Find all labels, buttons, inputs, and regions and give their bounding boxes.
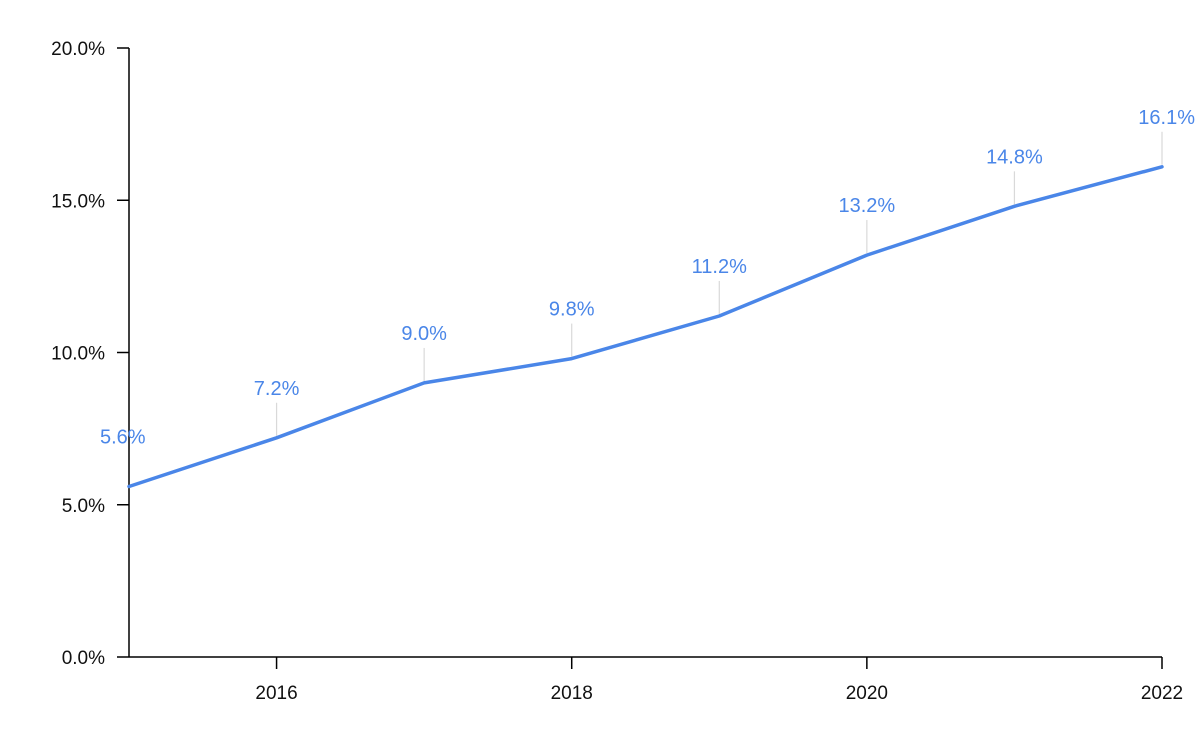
series-group	[127, 165, 1164, 489]
x-tick-label: 2020	[846, 683, 888, 704]
data-labels: 5.6% 7.2% 9.0% 9.8% 11.2% 13.2% 14.8% 16.1%	[100, 107, 1195, 449]
y-tick-label: 5.0%	[62, 496, 105, 517]
data-label-leaders	[275, 131, 1163, 436]
data-label: 5.6%	[100, 426, 146, 448]
x-tick-label: 2016	[255, 683, 297, 704]
y-tick-label: 10.0%	[51, 344, 105, 365]
series-line	[127, 165, 1164, 489]
y-tick-label: 20.0%	[51, 39, 105, 60]
x-tick-label: 2018	[551, 683, 593, 704]
data-label: 7.2%	[254, 378, 300, 400]
data-label: 13.2%	[838, 195, 895, 217]
data-label: 11.2%	[692, 256, 747, 278]
data-label: 9.0%	[401, 323, 447, 345]
x-axis: 2016 2018 2020 2022	[129, 656, 1183, 704]
y-tick-label: 0.0%	[62, 648, 105, 669]
data-label: 14.8%	[986, 146, 1043, 168]
x-tick-label: 2022	[1141, 683, 1183, 704]
y-axis: 0.0% 5.0% 10.0% 15.0% 20.0%	[51, 39, 130, 669]
y-tick-label: 15.0%	[51, 191, 105, 212]
data-label: 16.1%	[1138, 107, 1195, 129]
data-label: 9.8%	[549, 299, 595, 321]
